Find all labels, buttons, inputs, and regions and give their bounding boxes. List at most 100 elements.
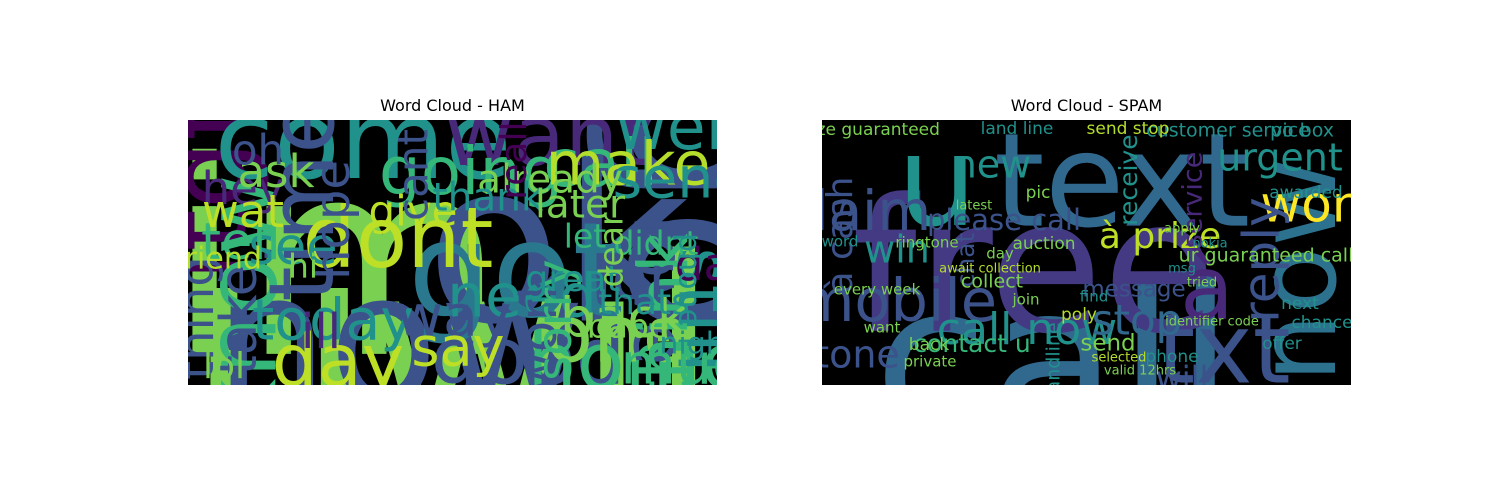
spam-word-u: u [897, 120, 977, 255]
spam-word-reply: reply [1233, 197, 1291, 322]
spam-word-collect: collect [961, 271, 1023, 293]
ham-word-cloud: uwillimokgonowgot ltgtcomeknowtime wantdon… [188, 120, 717, 385]
spam-word-receive: receive [1114, 134, 1143, 225]
ham-word-hope: hope [305, 160, 361, 280]
ham-word-time: time [250, 120, 355, 302]
spam-word-selected: selected [1092, 351, 1147, 366]
spam-word-find: find [1080, 288, 1108, 306]
spam-word-auction: auction [1012, 234, 1075, 254]
spam-word-back: back [909, 335, 950, 355]
ham-word-will: will [365, 204, 717, 385]
ham-word-cloud-canvas: uwillimokgonowgot ltgtcomeknowtime wantdon… [188, 120, 717, 385]
spam-word--cash: à cash [822, 177, 861, 294]
ham-word-need: need [447, 262, 597, 332]
spam-word-offer: offer [1262, 334, 1302, 354]
ham-word-u: u [188, 174, 375, 385]
ham-word-thing: thing [188, 256, 225, 379]
ham-word-one: one [545, 290, 690, 380]
ham-word-sorry: sorry [527, 259, 583, 380]
ham-word-da: da [675, 238, 717, 291]
spam-word-please-call: please call [927, 203, 1081, 237]
spam-word-private: private [903, 353, 956, 371]
ham-word-think: think [624, 233, 704, 385]
ham-word-day: day [272, 319, 404, 385]
spam-word-nokia: nokia [1192, 237, 1227, 252]
ham-word-come: come [214, 120, 511, 204]
spam-word--prize: à prize [1099, 216, 1221, 257]
ham-word-hi: hi [288, 247, 318, 286]
ham-word-babe: babe [587, 307, 669, 346]
spam-word-stop: stop [1092, 296, 1183, 345]
ham-word-back: back [560, 287, 689, 350]
ham-chart-title: Word Cloud - HAM [380, 96, 525, 115]
spam-word-ringtone: ringtone [895, 234, 958, 252]
spam-word-text: text [994, 120, 1251, 257]
ham-word-work: work [510, 270, 569, 385]
ham-word-say: say [411, 316, 504, 379]
spam-word-now: now [1234, 158, 1351, 383]
spam-word-win: win [864, 228, 930, 272]
spam-word-cloud: callfreetextunowtxtàmobileclaimwonreplyc… [822, 120, 1351, 385]
ham-word-dont: dont [303, 189, 494, 287]
ham-word-hey: hey [202, 162, 285, 215]
spam-word-cloud-canvas: callfreetextunowtxtàmobileclaimwonreplyc… [822, 120, 1351, 385]
spam-word-day: day [986, 245, 1014, 263]
ham-word-phone: phone [672, 233, 707, 327]
ham-word-go: go [580, 120, 717, 336]
ham-word-got: got [408, 194, 624, 348]
spam-word--: à [1180, 237, 1234, 340]
spam-word-send: send [1080, 331, 1135, 357]
spam-word-poly: poly [1061, 305, 1097, 325]
ham-word-love: love [617, 215, 701, 366]
ham-word-call: call [543, 125, 656, 202]
ham-word-lor: lor [595, 244, 673, 314]
spam-word-ur-guaranteed-call: ur guaranteed call [1179, 245, 1351, 267]
ham-word-ask: ask [237, 145, 314, 198]
ham-word-send: send [612, 146, 717, 212]
spam-word-po-box: po box [1270, 120, 1334, 142]
spam-word-msg: msg [1168, 262, 1196, 277]
spam-word-call: call [874, 239, 1235, 385]
spam-word-tone: tone [822, 333, 900, 377]
spam-word-next: next [1281, 294, 1319, 314]
spam-word-claim: claim [822, 179, 931, 243]
spam-word-prize-guaranteed: prize guaranteed [822, 120, 940, 140]
ham-word-cant: cant [389, 129, 438, 221]
ham-word-make: make [546, 130, 711, 200]
spam-word-customer-service: customer service [1146, 120, 1310, 142]
spam-chart-title: Word Cloud - SPAM [1010, 96, 1163, 115]
ham-word-tell: tell [201, 213, 281, 272]
spam-word-contact-u: contact u [913, 329, 1030, 358]
spam-word-phone: phone [1145, 347, 1198, 367]
spam-word-chat: chat [951, 232, 980, 287]
spam-word-word: word [822, 233, 858, 251]
ham-word-still: still [661, 247, 717, 373]
spam-word-pic: pic [1026, 183, 1051, 203]
spam-word-join: join [1011, 291, 1039, 309]
ham-word-already: already [477, 158, 623, 203]
ham-word-oh: oh [232, 126, 284, 175]
spam-word-urgent: urgent [1217, 136, 1343, 180]
ham-word-ltgt: ltgt [188, 120, 272, 282]
spam-word-tried: tried [1187, 276, 1217, 291]
ham-word-know: know [188, 174, 299, 385]
ham-word-home: home [527, 317, 717, 385]
ham-word-way: way [396, 284, 511, 350]
spam-word-service: service [1178, 152, 1209, 249]
ham-word-im: im [188, 120, 505, 385]
ham-word-today: today [252, 288, 414, 354]
ham-word-didnt: didnt [614, 224, 699, 263]
ham-word-want: want [445, 120, 651, 185]
spam-word-txt: txt [1157, 292, 1290, 385]
ham-word-much: much [620, 332, 717, 385]
ham-word-good: good [431, 312, 625, 385]
ham-word-really: really [494, 120, 535, 200]
spam-word-latest: latest [956, 199, 993, 214]
spam-word-will: will [1156, 359, 1209, 385]
spam-word-await-collection: await collection [939, 262, 1041, 277]
ham-word-dear: dear [592, 212, 631, 287]
ham-word-later: later [535, 183, 626, 228]
ham-word-great: great [525, 259, 620, 300]
spam-word-want: want [864, 319, 901, 337]
